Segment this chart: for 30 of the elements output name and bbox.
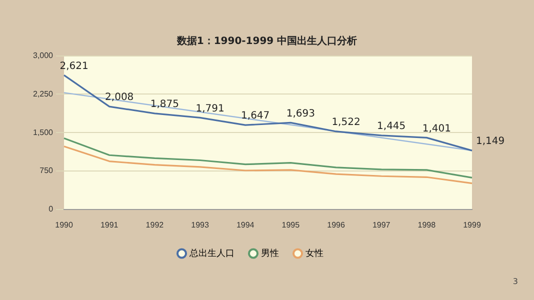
x-tick-label: 1997 [372, 220, 391, 230]
data-label: 1,445 [377, 121, 406, 132]
data-label: 1,791 [196, 103, 224, 114]
data-label: 1,401 [422, 123, 451, 134]
x-tick-label: 1991 [100, 220, 119, 230]
data-label: 1,522 [332, 117, 360, 128]
x-tick-label: 1998 [418, 220, 436, 230]
x-tick-label: 1992 [146, 220, 164, 230]
data-label: 1,149 [476, 136, 505, 148]
x-tick-label: 1995 [282, 220, 300, 230]
data-label: 1,647 [241, 110, 270, 122]
legend-label: 女性 [305, 248, 324, 258]
data-label: 1,693 [286, 108, 315, 120]
y-tick-label: 2,250 [32, 89, 54, 98]
x-tick-label: 1996 [327, 220, 346, 230]
y-tick-label: 3,000 [32, 51, 54, 60]
x-tick-label: 1994 [236, 220, 255, 230]
x-tick-label: 1990 [55, 220, 74, 230]
y-tick-label: 0 [48, 204, 54, 214]
legend-label: 总出生人口 [188, 248, 234, 258]
x-tick-label: 1993 [191, 220, 210, 230]
y-tick-label: 750 [40, 166, 54, 176]
data-label: 1,875 [150, 98, 179, 110]
y-tick-label: 1,500 [32, 128, 54, 137]
legend-label: 男性 [260, 248, 279, 258]
text: 3 [512, 277, 518, 286]
data-label: 2,621 [60, 60, 88, 72]
x-tick-label: 1999 [463, 220, 482, 230]
chart-title: 数据1：1990-1999 中国出生人口分析 [176, 34, 358, 48]
data-label: 2,008 [105, 92, 134, 104]
